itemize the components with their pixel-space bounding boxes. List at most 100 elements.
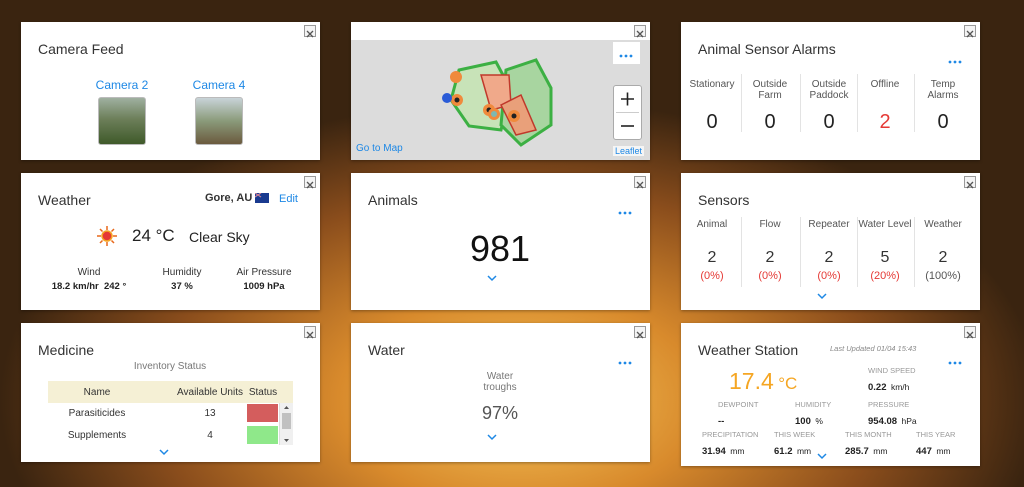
value: 447 bbox=[916, 446, 932, 457]
table-header-cell: Name bbox=[83, 387, 111, 398]
last-updated: Last Updated 01/04 15:43 bbox=[830, 344, 917, 353]
unit: mm bbox=[873, 446, 888, 456]
sensor-count: 2 bbox=[938, 249, 948, 266]
close-button[interactable] bbox=[634, 25, 646, 38]
temperature-value: 17.4 bbox=[729, 368, 774, 394]
column-divider bbox=[799, 74, 801, 132]
sensor-percent: (100%) bbox=[925, 270, 961, 282]
expand-chevron[interactable] bbox=[816, 452, 828, 460]
expand-chevron[interactable] bbox=[816, 292, 828, 300]
alarm-value: 0 bbox=[706, 111, 718, 133]
sensor-percent: (0%) bbox=[700, 270, 724, 282]
value: 61.2 bbox=[774, 446, 793, 457]
column-divider bbox=[914, 217, 915, 287]
value: -- bbox=[718, 416, 725, 427]
close-button[interactable] bbox=[964, 176, 976, 189]
condition: Clear Sky bbox=[189, 229, 250, 245]
alarm-label: Offline bbox=[870, 79, 900, 90]
station-label: DEWPOINT bbox=[718, 400, 759, 409]
close-button[interactable] bbox=[964, 326, 976, 339]
table-cell: Parasiticides bbox=[68, 408, 126, 419]
card-title: Medicine bbox=[38, 342, 95, 358]
zoom-control[interactable] bbox=[613, 85, 642, 140]
menu-dots[interactable] bbox=[947, 52, 963, 70]
sensor-label: Weather bbox=[924, 219, 962, 230]
animal-count: 981 bbox=[469, 228, 531, 269]
animals-card: Animals 981 bbox=[351, 173, 650, 310]
alarm-value: 0 bbox=[823, 111, 835, 133]
go-to-map-link[interactable]: Go to Map bbox=[356, 143, 403, 154]
sensor-percent: (20%) bbox=[870, 270, 900, 282]
camera-thumbnail[interactable] bbox=[98, 97, 146, 145]
camera-link[interactable]: Camera 4 bbox=[192, 78, 246, 92]
close-button[interactable] bbox=[304, 326, 316, 339]
camera-link[interactable]: Camera 2 bbox=[95, 78, 149, 92]
weather-card: Weather Gore, AU Edit 24 °C Clear Sky Wi… bbox=[21, 173, 320, 310]
station-value: 100 % bbox=[795, 411, 823, 429]
table-cell: 13 bbox=[204, 408, 216, 419]
temperature: 24 °C bbox=[132, 226, 175, 245]
unit: mm bbox=[796, 446, 812, 456]
alarm-label: Outside Paddock bbox=[809, 79, 849, 101]
alarm-value: 0 bbox=[764, 111, 776, 133]
alarm-label: Outside Farm bbox=[752, 79, 788, 101]
unit: % bbox=[815, 416, 823, 426]
location: Gore, AU bbox=[205, 192, 253, 204]
station-value: 447 mm bbox=[916, 441, 950, 459]
station-value: 285.7 mm bbox=[845, 441, 887, 459]
alarm-value: 0 bbox=[937, 111, 949, 133]
map-view[interactable] bbox=[351, 40, 650, 160]
close-button[interactable] bbox=[634, 176, 646, 189]
station-label: THIS WEEK bbox=[774, 430, 816, 439]
attribution[interactable]: Leaflet bbox=[613, 146, 645, 156]
camera-feed-card: Camera Feed Camera 2 Camera 4 bbox=[21, 22, 320, 160]
menu-dots[interactable] bbox=[947, 353, 963, 371]
close-button[interactable] bbox=[634, 326, 646, 339]
menu-dots[interactable] bbox=[617, 203, 633, 221]
value: 954.08 bbox=[868, 416, 898, 427]
close-button[interactable] bbox=[304, 25, 316, 38]
table-cell: 4 bbox=[207, 430, 213, 441]
sensors-card: Sensors Animal 2 (0%) Flow 2 (0%) Repeater 2 (0%… bbox=[681, 173, 980, 310]
column-divider bbox=[857, 217, 858, 287]
table-header-cell: Available Units bbox=[177, 387, 243, 398]
column-divider bbox=[741, 74, 742, 132]
map-menu[interactable] bbox=[613, 42, 640, 64]
close-button[interactable] bbox=[964, 25, 976, 38]
sensor-label: Repeater bbox=[808, 219, 850, 230]
station-value: 31.94 mm bbox=[702, 441, 744, 459]
station-label: WIND SPEED bbox=[868, 366, 916, 375]
table-cell: Supplements bbox=[67, 430, 127, 441]
card-title: Water bbox=[368, 342, 405, 358]
menu-dots[interactable] bbox=[617, 353, 633, 371]
value: 0.22 bbox=[868, 382, 887, 393]
unit: hPa bbox=[901, 416, 917, 426]
card-title: Animals bbox=[368, 192, 418, 208]
value: 100 bbox=[795, 416, 811, 427]
station-value: 954.08 hPa bbox=[868, 411, 917, 429]
station-label: PRESSURE bbox=[868, 400, 910, 409]
sensor-count: 2 bbox=[765, 249, 775, 266]
value: 285.7 bbox=[845, 446, 869, 457]
close-button[interactable] bbox=[304, 176, 316, 189]
water-value: 97% bbox=[481, 403, 519, 423]
card-title: Weather Station bbox=[698, 342, 799, 358]
weather-station-card: Weather Station Last Updated 01/04 15:43… bbox=[681, 323, 980, 466]
table-header-cell: Status bbox=[248, 387, 278, 398]
stat-value: 37 % bbox=[171, 281, 193, 292]
alarms-card: Animal Sensor Alarms Stationary 0 Outside … bbox=[681, 22, 980, 160]
sensor-label: Water Level bbox=[858, 219, 912, 230]
flag-icon bbox=[255, 193, 269, 203]
station-value: 61.2 mm bbox=[774, 441, 811, 459]
edit-link[interactable]: Edit bbox=[279, 193, 298, 205]
station-label: HUMIDITY bbox=[795, 400, 832, 409]
scrollbar[interactable] bbox=[279, 403, 293, 445]
camera-thumbnail[interactable] bbox=[195, 97, 243, 145]
expand-chevron[interactable] bbox=[486, 433, 498, 441]
alarm-label: Stationary bbox=[689, 79, 735, 90]
card-title: Weather bbox=[38, 192, 91, 208]
expand-chevron[interactable] bbox=[158, 448, 170, 456]
station-label: THIS MONTH bbox=[845, 430, 892, 439]
expand-chevron[interactable] bbox=[486, 274, 498, 282]
